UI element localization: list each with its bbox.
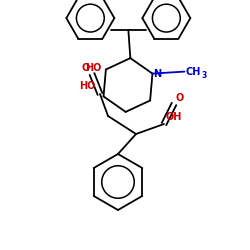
Text: OH: OH [166, 112, 182, 122]
Text: HO: HO [86, 62, 102, 72]
Text: CH: CH [186, 66, 201, 76]
Text: O: O [82, 63, 90, 73]
Text: 3: 3 [202, 71, 207, 80]
Text: O: O [175, 93, 183, 103]
Text: HO: HO [78, 81, 95, 91]
Text: N: N [154, 68, 162, 78]
